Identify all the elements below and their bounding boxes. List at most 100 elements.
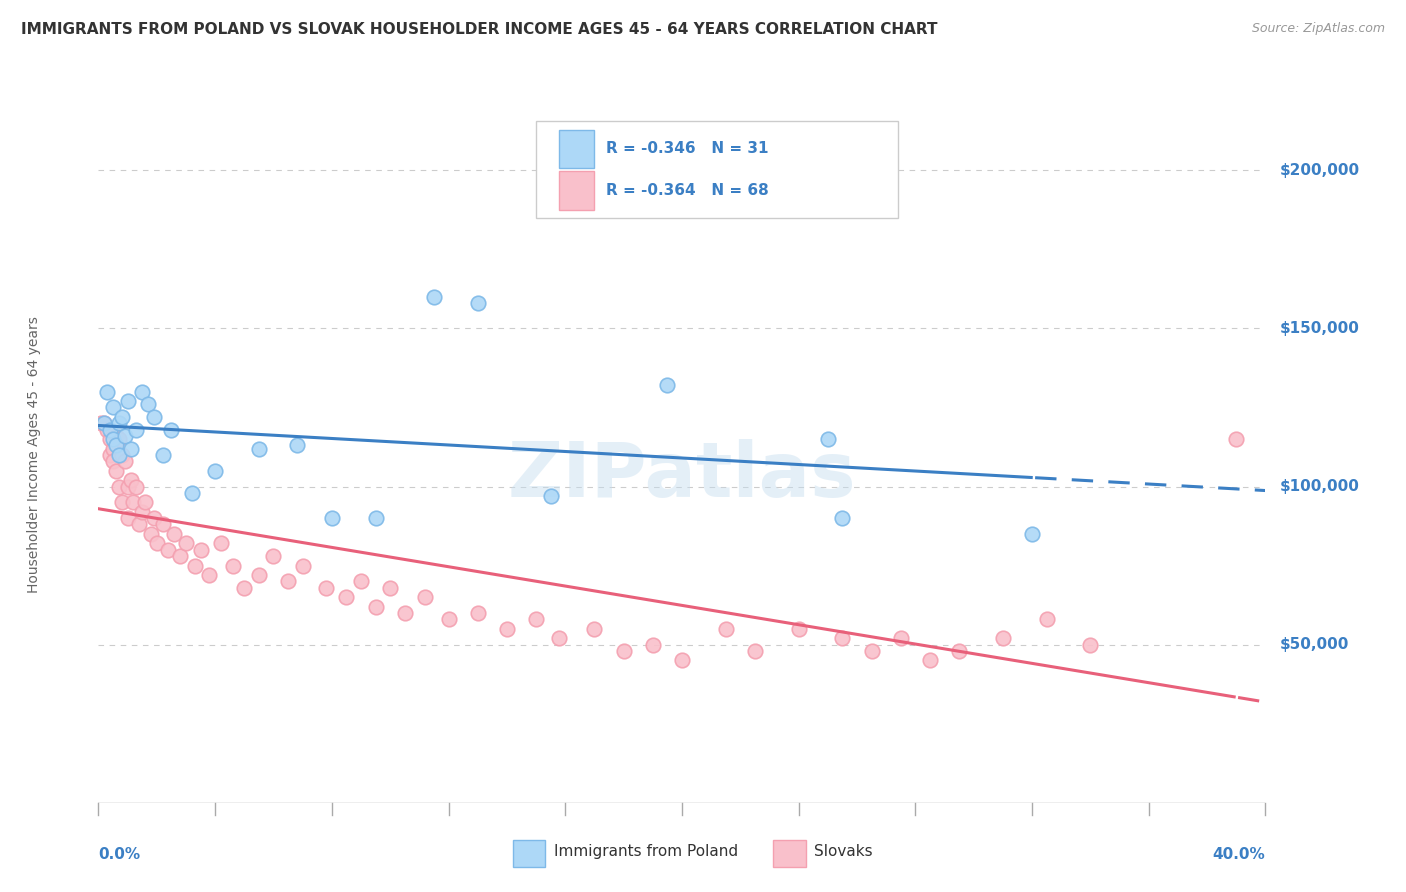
Point [714, 622, 737, 636]
Point [1035, 612, 1057, 626]
Point [98, 432, 121, 446]
Point [90, 417, 112, 431]
Point [146, 536, 169, 550]
FancyBboxPatch shape [773, 840, 806, 867]
Point [247, 568, 270, 582]
Point [98, 423, 121, 437]
Point [142, 511, 165, 525]
Point [204, 464, 226, 478]
Point [114, 454, 136, 468]
Point [163, 527, 186, 541]
Text: R = -0.364   N = 68: R = -0.364 N = 68 [606, 183, 769, 198]
Point [160, 423, 183, 437]
Point [169, 549, 191, 563]
Text: 0.0%: 0.0% [98, 847, 141, 862]
Point [1021, 527, 1043, 541]
Point [948, 644, 970, 658]
Point [142, 409, 165, 424]
Point [890, 632, 912, 646]
Point [111, 409, 134, 424]
Text: ZIPatlas: ZIPatlas [508, 439, 856, 513]
Point [190, 542, 212, 557]
Point [1225, 432, 1247, 446]
Point [174, 536, 197, 550]
Point [540, 489, 562, 503]
Point [437, 612, 460, 626]
Point [108, 432, 131, 446]
Point [364, 511, 387, 525]
Point [671, 653, 693, 667]
Point [108, 479, 131, 493]
Point [524, 612, 547, 626]
Point [233, 581, 256, 595]
Point [101, 401, 124, 415]
Point [350, 574, 373, 589]
Text: R = -0.346   N = 31: R = -0.346 N = 31 [606, 141, 769, 156]
Point [101, 442, 124, 456]
Point [209, 536, 232, 550]
Point [423, 290, 446, 304]
Point [247, 442, 270, 456]
Point [125, 423, 148, 437]
Point [817, 432, 839, 446]
Point [122, 495, 145, 509]
Text: $50,000: $50,000 [1279, 637, 1350, 652]
Point [152, 517, 174, 532]
Point [548, 632, 571, 646]
Point [262, 549, 284, 563]
Point [114, 429, 136, 443]
Text: Slovaks: Slovaks [814, 844, 872, 859]
Point [139, 527, 162, 541]
Point [104, 464, 127, 478]
Text: Immigrants from Poland: Immigrants from Poland [554, 844, 738, 859]
Point [612, 644, 634, 658]
Point [860, 644, 883, 658]
Point [335, 591, 357, 605]
Point [157, 542, 180, 557]
Point [98, 448, 121, 462]
Point [583, 622, 606, 636]
Point [657, 378, 679, 392]
Text: $200,000: $200,000 [1279, 163, 1360, 178]
Point [1080, 638, 1102, 652]
Point [101, 454, 124, 468]
FancyBboxPatch shape [560, 129, 595, 168]
Point [108, 448, 131, 462]
Point [277, 574, 299, 589]
Point [467, 296, 489, 310]
Point [111, 448, 134, 462]
Point [495, 622, 517, 636]
Point [134, 495, 156, 509]
Point [96, 423, 118, 437]
FancyBboxPatch shape [536, 121, 898, 219]
Text: $150,000: $150,000 [1279, 321, 1360, 336]
Point [831, 511, 853, 525]
Text: Source: ZipAtlas.com: Source: ZipAtlas.com [1251, 22, 1385, 36]
Point [641, 638, 664, 652]
Point [117, 394, 139, 409]
Point [831, 632, 853, 646]
FancyBboxPatch shape [560, 171, 595, 210]
Point [918, 653, 941, 667]
Point [131, 384, 153, 399]
Point [125, 479, 148, 493]
Point [198, 568, 221, 582]
FancyBboxPatch shape [513, 840, 546, 867]
Text: $100,000: $100,000 [1279, 479, 1360, 494]
Point [787, 622, 810, 636]
Point [413, 591, 436, 605]
Point [180, 486, 202, 500]
Point [183, 558, 205, 573]
Point [221, 558, 243, 573]
Point [117, 511, 139, 525]
Point [136, 397, 159, 411]
Text: IMMIGRANTS FROM POLAND VS SLOVAK HOUSEHOLDER INCOME AGES 45 - 64 YEARS CORRELATI: IMMIGRANTS FROM POLAND VS SLOVAK HOUSEHO… [21, 22, 938, 37]
Point [394, 606, 416, 620]
Point [364, 599, 387, 614]
Text: Householder Income Ages 45 - 64 years: Householder Income Ages 45 - 64 years [27, 317, 41, 593]
Point [120, 473, 142, 487]
Point [378, 581, 402, 595]
Point [321, 511, 343, 525]
Point [93, 417, 115, 431]
Point [315, 581, 337, 595]
